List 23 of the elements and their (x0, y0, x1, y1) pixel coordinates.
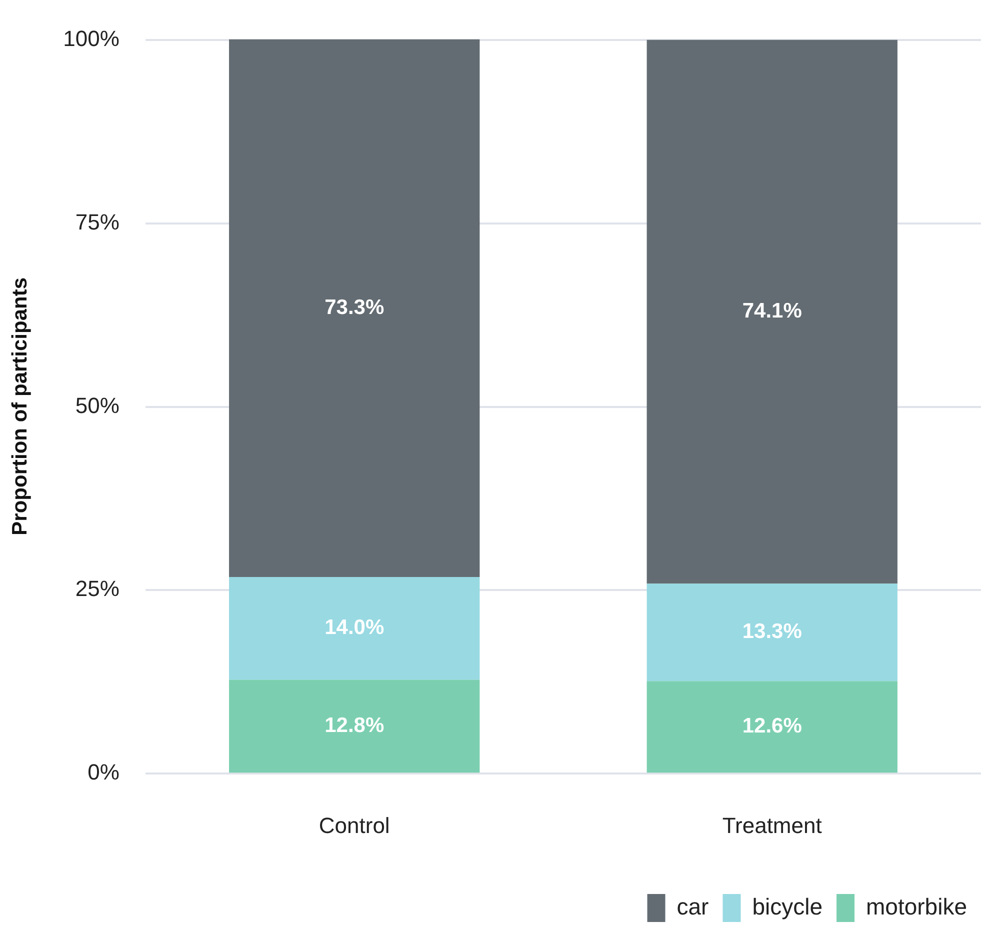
y-tick-label: 25% (75, 576, 120, 602)
data-label: 13.3% (742, 620, 802, 644)
x-tick-label: Treatment (722, 812, 822, 838)
y-tick-label: 0% (88, 760, 120, 785)
y-axis-title: Proportion of participants (8, 277, 32, 536)
y-tick-label: 75% (75, 209, 120, 234)
bar (229, 576, 480, 680)
bar (646, 681, 898, 773)
data-label: 73.3% (324, 296, 384, 319)
bar (646, 40, 898, 584)
data-label: 74.1% (742, 300, 802, 323)
bar (229, 680, 480, 773)
bar (229, 39, 480, 577)
y-tick-label: 50% (75, 392, 120, 418)
legend-label: car (676, 893, 710, 920)
y-tick-label: 100% (63, 26, 120, 51)
bar (646, 584, 898, 682)
x-tick-label: Control (318, 812, 390, 838)
legend-label: motorbike (866, 893, 967, 920)
data-label: 12.6% (742, 714, 802, 738)
legend-label: bicycle (752, 893, 823, 920)
data-label: 12.8% (324, 714, 384, 737)
data-label: 14.0% (324, 616, 384, 640)
